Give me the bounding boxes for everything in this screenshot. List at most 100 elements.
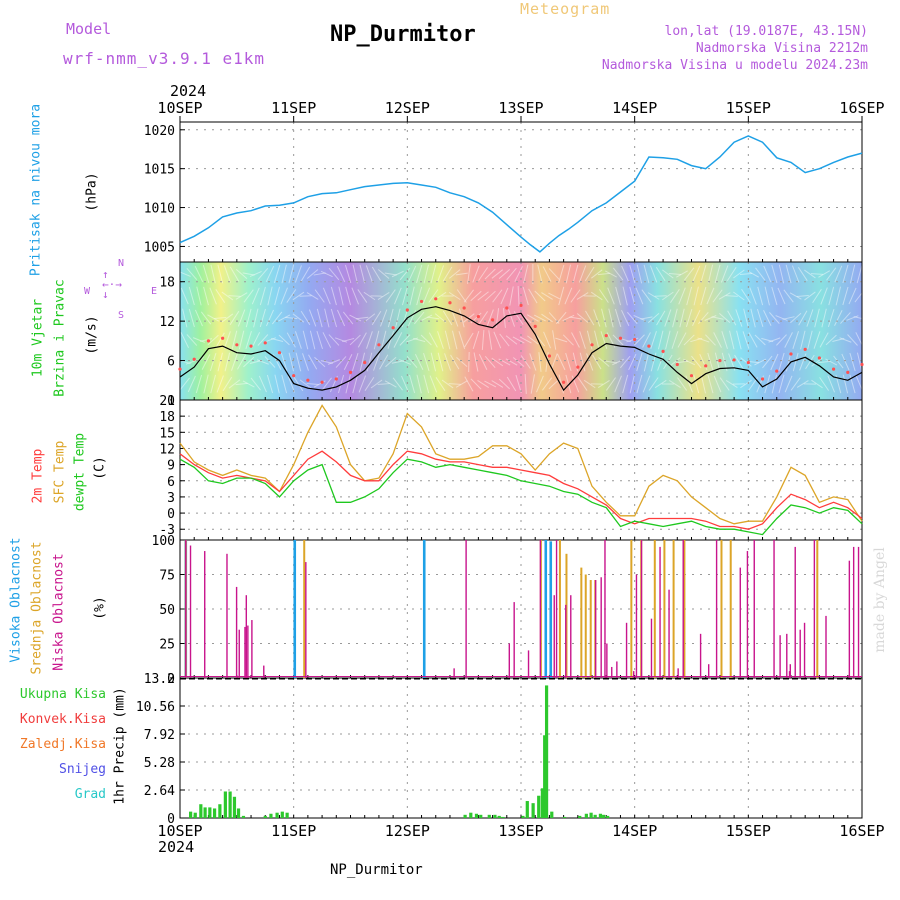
- wind-barb: [810, 273, 824, 275]
- precip-bar: [497, 815, 501, 818]
- wind-barb: [846, 315, 859, 321]
- wind-barb: [228, 295, 241, 297]
- wind-barb: [223, 265, 231, 283]
- wind-barb: [642, 375, 651, 393]
- wind-barb: [770, 353, 779, 371]
- wind-barb: [740, 357, 752, 367]
- wind-gust-point: [519, 303, 523, 307]
- precip-bar: [474, 813, 479, 818]
- wind-barb: [686, 286, 693, 306]
- cloud-ytick-label: 25: [159, 638, 175, 653]
- cloud-low-bar: [616, 661, 618, 678]
- wind-barb: [231, 353, 238, 371]
- precip-bar: [598, 813, 603, 818]
- precip-bar: [602, 814, 606, 818]
- wind-barb: [409, 286, 415, 306]
- wind-barb: [379, 354, 389, 370]
- wind-barb: [778, 374, 785, 394]
- cloud-mid-bar: [584, 574, 587, 678]
- wind-barb: [812, 288, 822, 304]
- cloud-low-bar: [553, 595, 555, 678]
- precip-bar: [208, 807, 212, 818]
- cloud-ytick-label: 100: [152, 534, 175, 549]
- wind-barb: [265, 309, 275, 327]
- wind-barb: [423, 352, 430, 372]
- cloud-low-bar: [699, 633, 702, 678]
- wind-barb: [534, 290, 546, 302]
- wind-gust-point: [363, 360, 367, 365]
- wind-barb: [222, 376, 233, 392]
- wind-barb: [464, 332, 474, 348]
- wind-barb: [209, 287, 217, 305]
- cloud-low-bar: [794, 546, 796, 678]
- cloud-low-bar: [251, 620, 253, 678]
- wind-barb: [458, 331, 466, 349]
- wind-barb: [216, 375, 224, 393]
- wind-barb: [564, 287, 573, 305]
- wind-barb: [463, 313, 475, 323]
- wind-barb: [215, 332, 225, 348]
- precip-ytick-label: 13.2: [144, 672, 175, 687]
- wind-barb: [725, 295, 738, 297]
- wind-barb: [308, 309, 317, 327]
- wind-barb: [719, 312, 731, 324]
- wind-barb: [285, 316, 298, 320]
- wind-barb: [771, 374, 778, 394]
- wind-gust-point: [249, 344, 253, 348]
- wind-barb: [472, 331, 480, 349]
- precip-frame: [179, 677, 863, 819]
- wind-gust-point: [206, 339, 211, 343]
- cloud-low-bar: [753, 540, 755, 678]
- wind-gust-point: [419, 299, 424, 304]
- wind-barb: [523, 264, 529, 284]
- wind-barb: [202, 264, 210, 284]
- wind-barb: [484, 380, 497, 388]
- wind-barb: [295, 352, 302, 372]
- wind-barb: [251, 332, 261, 348]
- wind-barb: [691, 355, 702, 369]
- wind-barb: [413, 337, 426, 343]
- wind-barb: [586, 353, 594, 371]
- wind-barb: [249, 360, 262, 364]
- precip-ytick-label: 2.64: [144, 784, 175, 799]
- wind-barb: [548, 292, 561, 300]
- wind-barb: [848, 287, 857, 305]
- wind-barb: [818, 360, 831, 364]
- wind-barb: [856, 352, 863, 372]
- cloud-low-bar: [635, 574, 638, 678]
- precip-bar: [589, 812, 593, 818]
- wind-barb: [343, 354, 353, 370]
- wind-barb: [678, 287, 686, 305]
- wind-barb: [548, 312, 560, 324]
- wind-gust-point: [789, 352, 793, 356]
- wind-barb: [536, 375, 544, 393]
- wind-barb: [742, 331, 750, 349]
- day-label-bottom: 13SEP: [498, 822, 543, 840]
- wind-barb: [754, 358, 767, 366]
- wind-barb: [763, 310, 772, 326]
- wind-barb: [328, 267, 340, 281]
- wind-barb: [576, 292, 589, 300]
- wind-gust-point: [306, 378, 310, 382]
- wind-barb: [771, 264, 778, 284]
- wind-barb: [456, 356, 468, 368]
- wind-barb: [700, 264, 707, 284]
- wind-barb: [755, 267, 766, 281]
- wind-barb: [316, 331, 323, 349]
- wind-barb: [478, 267, 489, 281]
- temp-dewpoint-line: [179, 458, 863, 536]
- precip-bar: [487, 814, 491, 818]
- wind-barb: [711, 316, 724, 320]
- wind-barb: [385, 289, 396, 303]
- wind-barb: [712, 289, 723, 303]
- wind-gust-point: [675, 362, 679, 367]
- wind-barb: [393, 287, 402, 305]
- wind-barb: [231, 330, 238, 350]
- precip-ytick-label: 5.28: [144, 756, 175, 771]
- day-label-top: 10SEP: [157, 99, 202, 117]
- precip-ytick-label: 10.56: [136, 700, 175, 715]
- wind-gust-point: [263, 341, 267, 345]
- cloud-frame-group: [179, 539, 863, 679]
- wind-barb: [557, 353, 566, 371]
